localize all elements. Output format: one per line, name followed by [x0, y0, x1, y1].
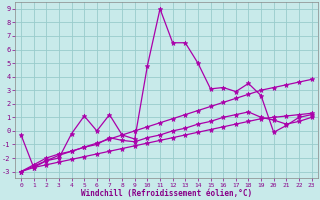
X-axis label: Windchill (Refroidissement éolien,°C): Windchill (Refroidissement éolien,°C) — [81, 189, 252, 198]
